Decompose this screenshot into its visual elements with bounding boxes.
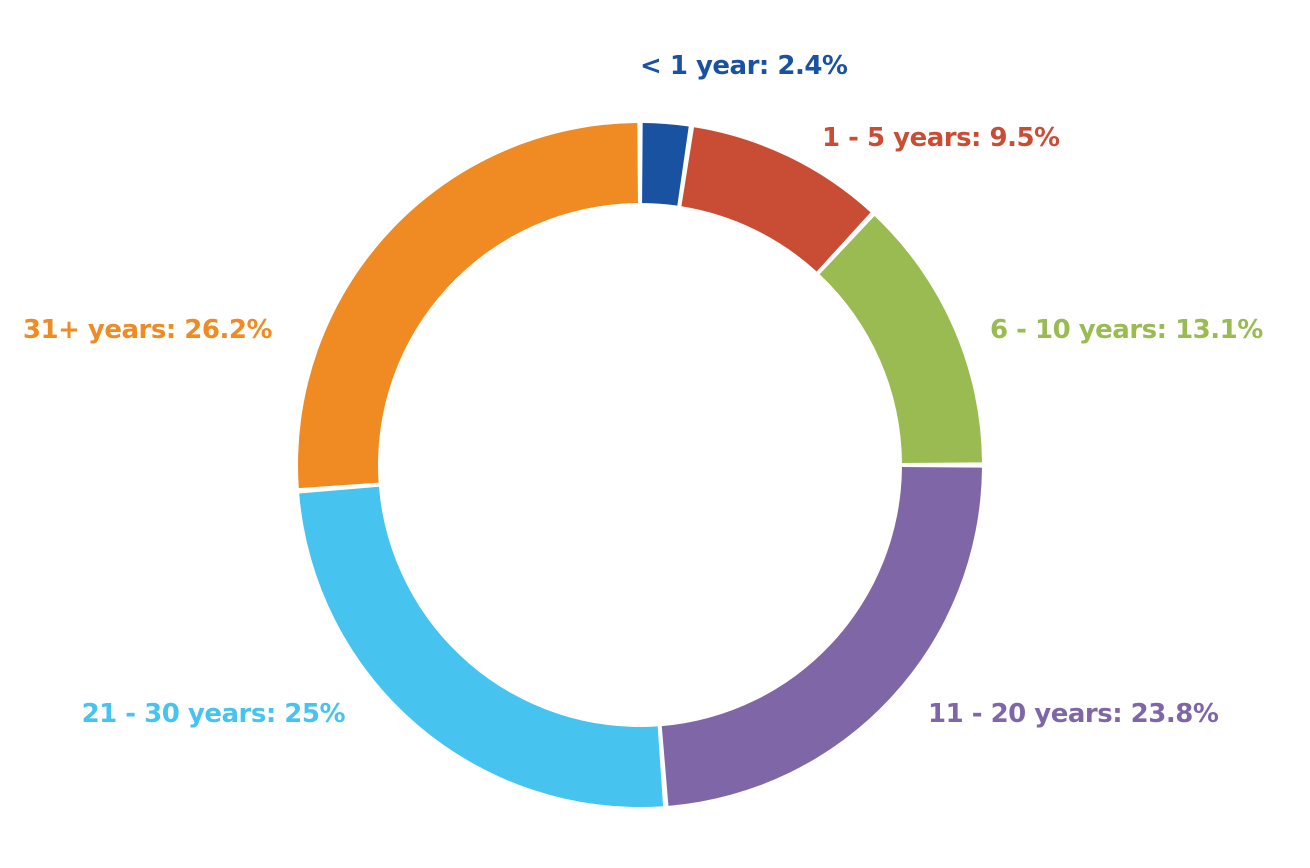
- slice-label-5: 21 - 30 years: 25%: [82, 699, 346, 729]
- slice-label-4: 11 - 20 years: 23.8%: [928, 699, 1219, 729]
- slices-group: [298, 123, 982, 807]
- slice-3: [819, 216, 982, 463]
- slice-5: [299, 486, 664, 807]
- slice-label-2: 1 - 5 years: 9.5%: [822, 123, 1060, 153]
- slice-6: [298, 123, 638, 489]
- slice-label-6: 31+ years: 26.2%: [23, 315, 273, 345]
- slice-label-1: < 1 year: 2.4%: [640, 51, 848, 81]
- slice-label-3: 6 - 10 years: 13.1%: [990, 315, 1263, 345]
- slice-4: [661, 467, 982, 806]
- labels-group: < 1 year: 2.4% 1 - 5 years: 9.5% 6 - 10 ye…: [23, 51, 1264, 729]
- slice-2: [681, 127, 871, 272]
- slice-1: [642, 123, 689, 206]
